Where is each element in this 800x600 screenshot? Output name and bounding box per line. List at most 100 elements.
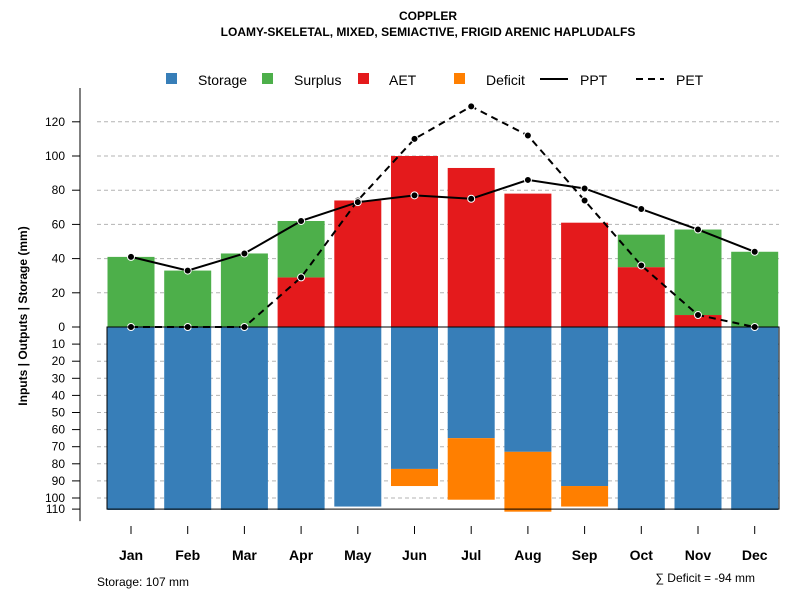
legend-swatch-deficit [454,73,465,84]
point-ppt-jun [410,191,419,200]
bar-surplus-dec [731,251,779,327]
y-tick-label: 0 [58,320,65,334]
storage-note: Storage: 107 mm [97,575,189,589]
point-pet-jun [410,134,419,143]
bar-storage-dec [731,327,779,510]
x-tick-label: Jun [402,547,427,563]
y-tick-label: 10 [52,337,66,351]
x-tick-label: Jul [461,547,481,563]
legend-label-surplus: Surplus [294,72,341,88]
axes-layer: 020406080100120102030405060708090100110J… [45,88,780,563]
point-pet-oct [637,261,646,270]
x-tick-label: Nov [685,547,712,563]
y-tick-label: 60 [52,217,66,231]
y-tick-label: 70 [52,440,66,454]
y-tick-label: 20 [52,286,66,300]
y-tick-label: 20 [52,354,66,368]
bar-aet-oct [617,267,665,327]
bar-aet-sep [561,222,609,327]
y-tick-label: 110 [46,502,65,516]
line-ppt [130,178,756,272]
line-pet [131,105,755,328]
bar-aet-aug [504,193,552,327]
y-tick-label: 100 [45,491,65,505]
x-tick-label: Apr [289,547,314,563]
bar-storage-nov [674,327,722,510]
bar-aet-apr [277,277,325,327]
y-tick-label: 80 [52,457,66,471]
bar-surplus-nov [674,229,722,316]
bar-deficit-sep [561,486,609,507]
bar-storage-jul [447,327,495,439]
legend-label-ppt: PPT [580,72,608,88]
bar-storage-sep [561,327,609,487]
point-pet-jul [467,102,476,111]
deficit-note: ∑ Deficit = -94 mm [655,571,755,585]
legend-swatch-aet [358,73,369,84]
x-tick-label: Aug [514,547,541,563]
legend-swatch-surplus [262,73,273,84]
point-ppt-feb [183,266,192,275]
legend-swatch-storage [166,73,177,84]
bar-surplus-mar [220,253,268,327]
legend: Storage Surplus AET Deficit PPT PET [166,72,704,88]
bar-storage-feb [164,327,212,510]
point-ppt-nov [694,225,702,234]
point-pet-sep [580,196,589,205]
bar-aet-jun [391,156,438,327]
point-ppt-jul [467,194,476,203]
point-ppt-may [353,198,362,207]
legend-label-aet: AET [389,72,417,88]
legend-label-deficit: Deficit [486,72,525,88]
x-tick-label: Mar [232,547,257,563]
bar-storage-aug [504,327,552,452]
y-tick-label: 120 [45,115,65,129]
bar-deficit-jul [447,438,495,500]
y-tick-label: 100 [45,149,65,163]
lines-layer [127,102,759,331]
point-ppt-aug [523,175,532,184]
y-tick-label: 40 [52,388,66,402]
point-pet-aug [523,131,532,140]
y-tick-label: 50 [52,406,66,420]
legend-label-pet: PET [676,72,704,88]
bar-storage-jan [107,327,155,510]
point-ppt-dec [750,247,759,256]
point-ppt-apr [297,216,306,225]
point-ppt-mar [240,249,249,258]
bar-aet-nov [674,315,722,327]
point-ppt-oct [637,205,646,214]
x-tick-label: Jan [119,547,143,563]
bar-storage-jun [391,327,438,469]
y-axis-label: Inputs | Outputs | Storage (mm) [16,226,30,405]
x-tick-label: May [344,547,371,563]
chart-subtitle: LOAMY-SKELETAL, MIXED, SEMIACTIVE, FRIGI… [221,25,636,39]
bar-aet-jul [447,167,495,327]
y-tick-label: 90 [52,474,66,488]
bar-aet-may [334,200,382,327]
x-tick-label: Dec [742,547,768,563]
x-tick-label: Oct [630,547,654,563]
y-tick-label: 60 [52,423,66,437]
bar-storage-oct [617,327,665,510]
bar-surplus-jan [107,256,155,327]
point-pet-nov [694,311,702,320]
x-tick-label: Feb [175,547,200,563]
y-tick-label: 80 [52,183,66,197]
bar-storage-apr [277,327,325,510]
y-tick-label: 40 [52,252,66,266]
point-ppt-sep [580,184,589,193]
point-pet-apr [297,273,306,282]
y-tick-label: 30 [52,371,66,385]
bar-storage-mar [220,327,268,510]
x-tick-label: Sep [572,547,598,563]
bar-deficit-jun [391,468,438,487]
bar-storage-may [334,327,382,507]
bar-surplus-feb [164,270,212,327]
bar-deficit-aug [504,451,552,512]
point-ppt-jan [127,252,135,261]
chart-title: COPPLER [399,9,457,23]
bars-layer [107,156,779,512]
legend-label-storage: Storage [198,72,247,88]
